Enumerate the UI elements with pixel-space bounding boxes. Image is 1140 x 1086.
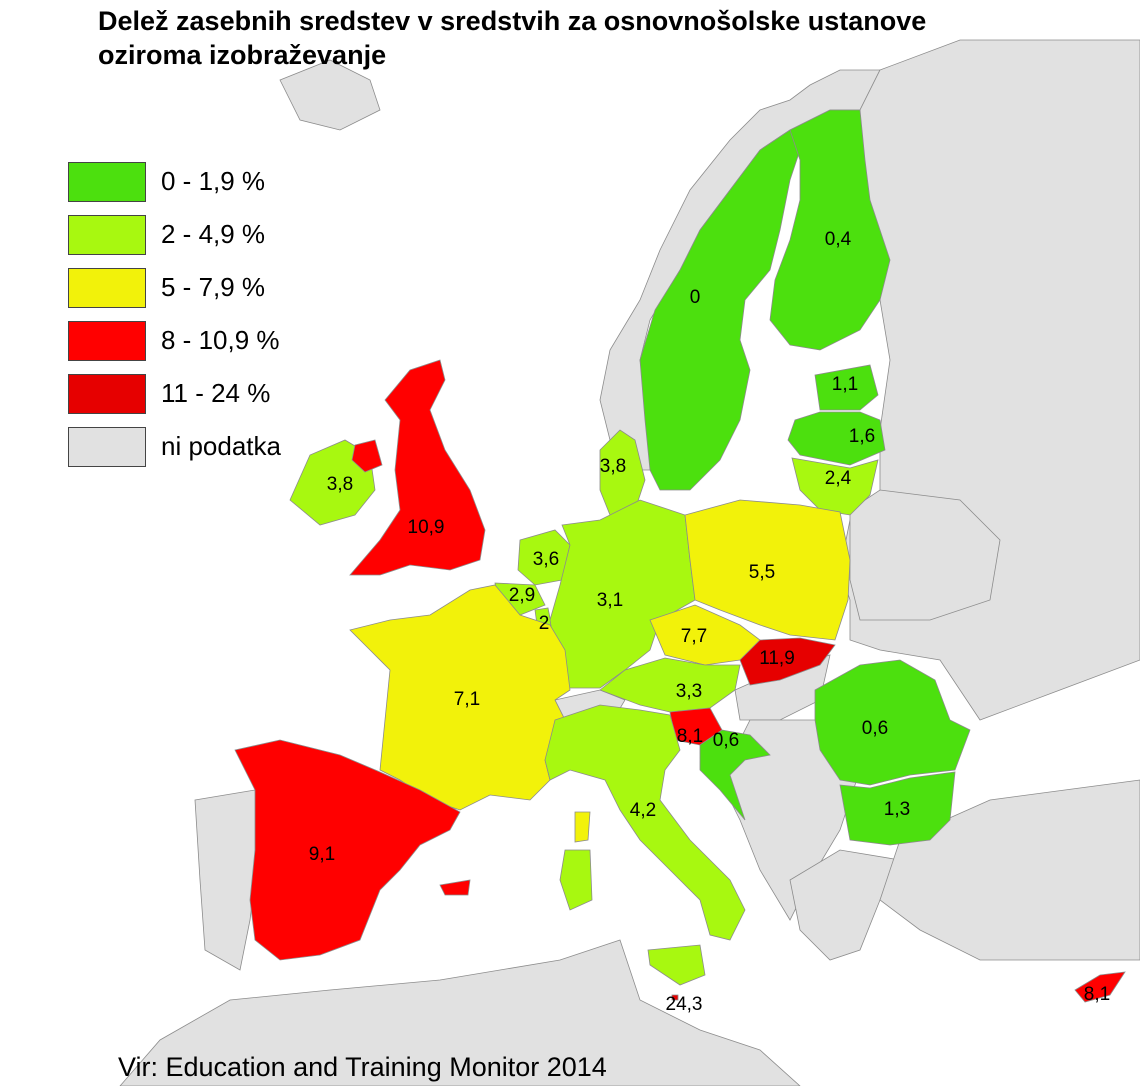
region-FI	[769, 109, 891, 351]
label-HR: 0,6	[713, 730, 739, 751]
label-FR: 7,1	[454, 689, 480, 710]
label-DE: 3,1	[597, 590, 623, 611]
region-CY	[1074, 971, 1126, 1003]
label-BE: 2,9	[509, 585, 535, 606]
legend-label: 8 - 10,9 %	[161, 325, 280, 355]
region-SE	[639, 129, 801, 491]
region-PL	[684, 499, 851, 641]
legend-label: 0 - 1,9 %	[161, 166, 266, 196]
legend-item: 8 - 10,9 %	[68, 321, 368, 363]
label-MT: 24,3	[666, 994, 703, 1015]
region-ES	[234, 739, 461, 961]
legend-swatch	[68, 268, 146, 308]
legend-label: ni podatka	[161, 431, 281, 461]
label-IE: 3,8	[327, 474, 353, 495]
label-PL: 5,5	[749, 562, 775, 583]
label-DK: 3,8	[600, 456, 626, 477]
source-note: Vir: Education and Training Monitor 2014	[118, 1052, 607, 1082]
value-labels: 0 0,4 1,1 1,6 2,4 3,8 3,8 10,9 3,6 2,9 2…	[309, 229, 1110, 1015]
region-LT	[791, 457, 879, 516]
region-MT	[671, 994, 679, 1001]
belarus	[849, 489, 1001, 621]
countries	[234, 109, 1126, 1003]
region-BG	[839, 771, 956, 846]
legend-item: 2 - 4,9 %	[68, 215, 368, 257]
region-AT	[599, 657, 741, 713]
no-data-land	[119, 39, 1140, 1086]
legend-label: 11 - 24 %	[161, 378, 271, 408]
label-FI: 0,4	[825, 229, 852, 250]
label-EE: 1,1	[832, 374, 858, 395]
label-NL: 3,6	[533, 549, 559, 570]
label-UK: 10,9	[408, 517, 445, 538]
legend-label: 2 - 4,9 %	[161, 219, 266, 249]
label-SK: 11,9	[759, 648, 795, 669]
region-IT-corsica	[574, 811, 591, 843]
iceland	[279, 59, 381, 131]
legend-item: ni podatka	[68, 427, 368, 469]
north-africa	[119, 939, 801, 1086]
label-LV: 1,6	[849, 426, 875, 447]
label-LT: 2,4	[825, 468, 852, 489]
label-CZ: 7,7	[681, 626, 707, 647]
label-SI: 8,1	[677, 726, 703, 747]
region-RO	[814, 659, 971, 786]
legend-item: 11 - 24 %	[68, 374, 368, 416]
legend-item: 0 - 1,9 %	[68, 162, 368, 204]
label-LU: 2	[539, 613, 550, 634]
region-UK-NI	[351, 439, 383, 473]
legend-swatch	[68, 215, 146, 255]
region-DE	[549, 499, 696, 689]
region-HR	[699, 729, 771, 821]
region-EE	[814, 364, 879, 411]
label-IT: 4,2	[630, 800, 656, 821]
region-LV	[787, 411, 886, 466]
region-UK	[349, 359, 486, 576]
region-SK	[739, 637, 836, 686]
region-IT-sicily	[647, 944, 706, 986]
map-title: Delež zasebnih sredstev v sredstvih za o…	[98, 6, 927, 70]
legend-swatch	[68, 374, 146, 414]
label-AT: 3,3	[676, 681, 702, 702]
region-DK	[599, 429, 646, 516]
greece	[789, 849, 901, 961]
region-ES-baleares	[439, 879, 471, 896]
label-CY: 8,1	[1084, 984, 1110, 1005]
legend-item: 5 - 7,9 %	[68, 268, 368, 310]
legend-label: 5 - 7,9 %	[161, 272, 266, 302]
region-IT	[544, 704, 746, 941]
label-ES: 9,1	[309, 844, 335, 865]
legend-swatch	[68, 162, 146, 202]
label-BG: 1,3	[884, 799, 910, 820]
legend-swatch	[68, 427, 146, 467]
region-IT-sardinia	[559, 849, 593, 911]
label-RO: 0,6	[862, 718, 888, 739]
label-SE: 0	[690, 287, 701, 308]
legend-swatch	[68, 321, 146, 361]
